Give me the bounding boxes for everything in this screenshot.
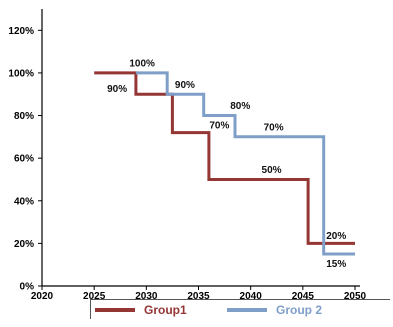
y-tick-label: 20%	[14, 239, 34, 250]
y-tick-label: 100%	[8, 68, 34, 79]
y-tick-label: 60%	[14, 154, 34, 165]
legend-swatch-group1	[95, 308, 135, 312]
y-ticks: 0% 20% 40% 60% 80% 100% 120%	[8, 26, 42, 293]
data-label: 50%	[262, 165, 282, 176]
legend-item-group1: Group1	[95, 303, 187, 317]
legend-item-group2: Group 2	[227, 303, 322, 317]
x-tick-label: 2025	[83, 291, 106, 302]
legend-label-group2: Group 2	[276, 303, 323, 317]
x-tick-label: 2040	[240, 291, 263, 302]
x-tick-label: 2035	[187, 291, 210, 302]
data-label: 15%	[326, 259, 346, 270]
series-lines	[94, 71, 355, 256]
legend: Group1 Group 2	[90, 299, 390, 319]
x-tick-label: 2020	[31, 291, 54, 302]
y-tick-label: 40%	[14, 196, 34, 207]
data-label: 70%	[209, 120, 229, 131]
series-line-2	[135, 71, 355, 256]
x-ticks: 2020 2025 2030 2035 2040 2045 2050	[31, 286, 367, 302]
y-tick-label: 80%	[14, 111, 34, 122]
data-label: 80%	[230, 101, 250, 112]
legend-swatch-group2	[227, 308, 267, 312]
y-tick-label: 0%	[20, 282, 35, 293]
data-label: 90%	[107, 84, 127, 95]
legend-label-group1: Group1	[144, 303, 187, 317]
x-tick-label: 2030	[135, 291, 158, 302]
data-label: 70%	[264, 122, 284, 133]
series-line-1	[94, 71, 355, 245]
data-labels: 90%70%50%20%100%90%80%70%15%	[107, 59, 346, 270]
data-label: 100%	[129, 59, 155, 70]
data-label: 90%	[175, 80, 195, 91]
x-tick-label: 2045	[292, 291, 315, 302]
y-tick-label: 120%	[8, 26, 34, 37]
data-label: 20%	[326, 231, 346, 242]
x-tick-label: 2050	[344, 291, 367, 302]
